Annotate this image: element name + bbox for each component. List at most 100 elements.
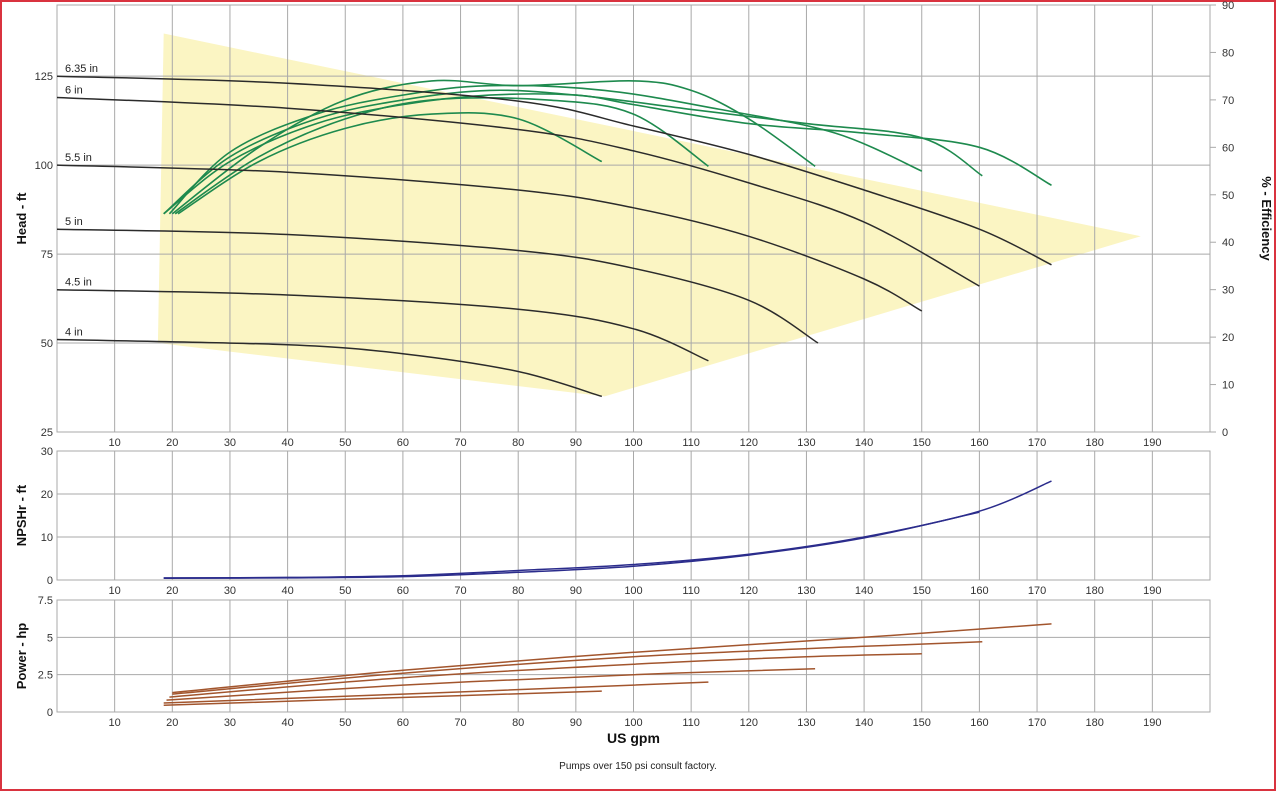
operating-envelope bbox=[157, 33, 1141, 397]
head-y-tick-label: 25 bbox=[41, 427, 53, 439]
npshr-x-tick-label: 130 bbox=[797, 585, 815, 597]
impeller-label: 6 in bbox=[65, 85, 83, 97]
npshr-x-tick-label: 70 bbox=[454, 585, 466, 597]
power-x-tick-label: 30 bbox=[224, 717, 236, 729]
efficiency-curve bbox=[174, 96, 709, 215]
impeller-label: 4 in bbox=[65, 326, 83, 338]
head-curve bbox=[56, 96, 980, 287]
head-x-tick-label: 140 bbox=[855, 437, 873, 449]
npshr-x-tick-label: 180 bbox=[1086, 585, 1104, 597]
npshr-x-tick-label: 140 bbox=[855, 585, 873, 597]
power-y-tick-label: 5 bbox=[47, 632, 53, 644]
efficiency-tick-label: 20 bbox=[1222, 332, 1234, 344]
npshr-x-tick-label: 150 bbox=[913, 585, 931, 597]
npshr-x-tick-label: 20 bbox=[166, 585, 178, 597]
efficiency-tick-label: 80 bbox=[1222, 47, 1234, 59]
npshr-y-tick-label: 0 bbox=[47, 575, 53, 587]
efficiency-curve bbox=[177, 112, 603, 215]
head-x-tick-label: 30 bbox=[224, 437, 236, 449]
power-x-tick-label: 20 bbox=[166, 717, 178, 729]
impeller-label: 4.5 in bbox=[65, 277, 92, 289]
head-x-tick-label: 190 bbox=[1143, 437, 1161, 449]
head-curve bbox=[56, 288, 709, 362]
npshr-y-axis-label: NPSHr - ft bbox=[14, 484, 29, 546]
npshr-y-tick-label: 10 bbox=[41, 532, 53, 544]
npshr-x-tick-label: 160 bbox=[970, 585, 988, 597]
head-panel: 10 20 30 40 50 60 70 80 90 100 110 120 130 140 150 160 1… bbox=[14, 0, 1274, 449]
power-curve bbox=[172, 623, 1052, 694]
efficiency-tick-label: 90 bbox=[1222, 0, 1234, 12]
power-x-tick-label: 180 bbox=[1086, 717, 1104, 729]
head-curve bbox=[56, 228, 819, 344]
head-y-axis-label: Head - ft bbox=[14, 192, 29, 245]
power-x-tick-label: 130 bbox=[797, 717, 815, 729]
power-x-tick-label: 150 bbox=[913, 717, 931, 729]
power-y-tick-label: 2.5 bbox=[38, 670, 53, 682]
head-x-tick-label: 40 bbox=[281, 437, 293, 449]
x-axis-label: US gpm bbox=[607, 730, 660, 746]
efficiency-axis-label: % - Efficiency bbox=[1259, 176, 1274, 261]
footer-note: Pumps over 150 psi consult factory. bbox=[559, 761, 717, 772]
power-x-tick-label: 140 bbox=[855, 717, 873, 729]
head-x-tick-label: 80 bbox=[512, 437, 524, 449]
npshr-x-tick-label: 120 bbox=[740, 585, 758, 597]
npshr-y-tick-label: 30 bbox=[41, 446, 53, 458]
efficiency-tick-label: 0 bbox=[1222, 427, 1228, 439]
npshr-x-tick-label: 60 bbox=[397, 585, 409, 597]
head-curve bbox=[56, 338, 603, 398]
power-x-tick-label: 60 bbox=[397, 717, 409, 729]
power-x-tick-label: 40 bbox=[281, 717, 293, 729]
npshr-x-tick-label: 190 bbox=[1143, 585, 1161, 597]
npshr-x-tick-label: 30 bbox=[224, 585, 236, 597]
power-panel: 10 20 30 40 50 60 70 80 90 100 110 120 130 140 150 160 1… bbox=[14, 595, 1211, 746]
head-y-tick-label: 75 bbox=[41, 249, 53, 261]
power-curve bbox=[172, 641, 983, 695]
power-y-tick-label: 7.5 bbox=[38, 595, 53, 607]
power-x-tick-label: 110 bbox=[682, 717, 700, 729]
power-curve bbox=[169, 653, 922, 698]
efficiency-tick-label: 70 bbox=[1222, 95, 1234, 107]
head-y-tick-label: 125 bbox=[35, 71, 53, 83]
power-x-tick-label: 100 bbox=[624, 717, 642, 729]
power-y-tick-label: 0 bbox=[47, 707, 53, 719]
npshr-curve bbox=[163, 511, 980, 580]
efficiency-tick-label: 60 bbox=[1222, 142, 1234, 154]
npshr-x-tick-label: 50 bbox=[339, 585, 351, 597]
npshr-x-tick-label: 110 bbox=[682, 585, 700, 597]
head-curve bbox=[56, 164, 923, 312]
head-x-tick-label: 60 bbox=[397, 437, 409, 449]
head-x-tick-label: 180 bbox=[1086, 437, 1104, 449]
efficiency-curve bbox=[171, 79, 816, 215]
power-x-tick-label: 160 bbox=[970, 717, 988, 729]
power-x-tick-label: 90 bbox=[570, 717, 582, 729]
efficiency-curve bbox=[163, 89, 983, 215]
npshr-panel: 10 20 30 40 50 60 70 80 90 100 110 120 130 140 150 160 1… bbox=[14, 446, 1211, 597]
power-x-tick-label: 190 bbox=[1143, 717, 1161, 729]
head-x-tick-label: 10 bbox=[109, 437, 121, 449]
npshr-x-tick-label: 170 bbox=[1028, 585, 1046, 597]
impeller-label: 6.35 in bbox=[65, 63, 98, 75]
head-curve bbox=[56, 75, 1052, 266]
power-x-tick-label: 10 bbox=[109, 717, 121, 729]
power-curve bbox=[166, 667, 816, 701]
power-y-axis-label: Power - hp bbox=[14, 623, 29, 690]
head-x-tick-label: 170 bbox=[1028, 437, 1046, 449]
head-x-tick-label: 100 bbox=[624, 437, 642, 449]
power-x-tick-label: 80 bbox=[512, 717, 524, 729]
power-x-tick-label: 170 bbox=[1028, 717, 1046, 729]
head-x-tick-label: 110 bbox=[682, 437, 700, 449]
head-x-tick-label: 20 bbox=[166, 437, 178, 449]
efficiency-curve bbox=[168, 84, 923, 215]
npshr-x-tick-label: 90 bbox=[570, 585, 582, 597]
head-x-tick-label: 70 bbox=[454, 437, 466, 449]
head-x-tick-label: 120 bbox=[740, 437, 758, 449]
head-y-tick-label: 100 bbox=[35, 160, 53, 172]
power-curve bbox=[163, 681, 709, 704]
efficiency-tick-label: 30 bbox=[1222, 285, 1234, 297]
power-curve bbox=[163, 690, 602, 707]
efficiency-tick-label: 40 bbox=[1222, 237, 1234, 249]
npshr-x-tick-label: 10 bbox=[109, 585, 121, 597]
npshr-y-tick-label: 20 bbox=[41, 489, 53, 501]
power-x-tick-label: 70 bbox=[454, 717, 466, 729]
